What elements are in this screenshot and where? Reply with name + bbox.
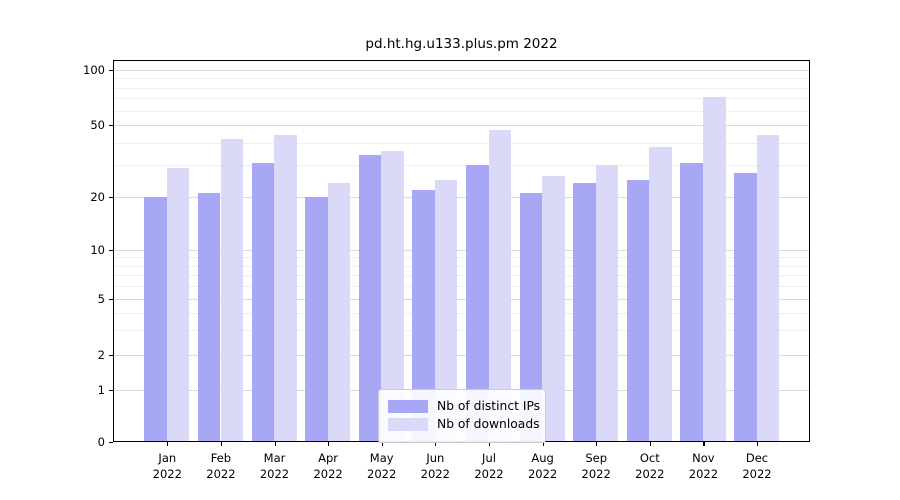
minor-gridline [114,286,809,288]
x-tick-label: Nov 2022 [688,451,719,481]
minor-gridline [114,110,809,112]
x-tick-mark [220,442,223,446]
bar-downloads [274,135,297,442]
x-tick-mark [757,442,759,446]
minor-gridline [114,275,809,277]
y-tick-mark [109,355,113,357]
y-tick-label: 2 [97,348,105,362]
major-gridline [114,355,809,356]
y-tick-mark [109,441,113,443]
minor-gridline [114,330,809,332]
minor-gridline [114,257,809,259]
x-tick-mark [381,442,383,446]
y-tick-mark [109,197,113,199]
x-tick-mark [489,442,491,446]
bar-downloads [595,165,619,442]
legend-swatch-downloads [388,417,428,431]
x-tick-label: Mar 2022 [259,451,290,481]
minor-gridline [114,98,809,100]
bar-downloads [756,135,780,442]
legend-label: Nb of distinct IPs [437,399,541,413]
y-tick-label: 20 [90,190,105,204]
minor-gridline [114,265,809,267]
x-tick-mark [435,442,437,446]
x-tick-label: Aug 2022 [527,451,558,481]
bar-distinct-ips [734,173,757,442]
y-tick-label: 100 [83,63,105,77]
bar-distinct-ips [358,155,382,442]
y-tick-mark [109,299,113,301]
bar-downloads [166,167,190,442]
major-gridline [114,125,809,126]
x-tick-mark [328,442,330,446]
y-tick-label: 0 [97,434,105,449]
legend: Nb of distinct IPs Nb of downloads [378,389,546,443]
x-tick-label: Feb 2022 [206,451,236,481]
minor-gridline [114,312,809,314]
x-tick-mark [167,442,169,446]
legend-item: Nb of downloads [388,417,540,431]
bar-distinct-ips [573,182,596,442]
major-gridline [114,299,809,300]
x-tick-label: Apr 2022 [313,451,343,481]
bar-downloads [327,182,351,442]
x-tick-mark [649,442,651,446]
x-tick-label: May 2022 [367,451,397,481]
bar-distinct-ips [144,197,167,442]
bar-downloads [649,146,672,442]
minor-gridline [114,165,809,167]
bar-distinct-ips [251,162,275,442]
x-tick-label: Sep 2022 [581,451,611,481]
y-tick-mark [109,250,113,252]
bar-distinct-ips [466,165,489,442]
bar-downloads [542,176,565,442]
x-tick-label: Jan 2022 [152,451,182,481]
x-tick-mark [274,442,276,446]
plot-area [113,60,810,442]
major-gridline [114,197,809,198]
bar-distinct-ips [305,197,328,442]
x-tick-mark [703,442,705,446]
legend-swatch-distinct-ips [388,399,428,413]
major-gridline [114,70,809,71]
bar-distinct-ips [626,179,650,442]
y-tick-label: 10 [90,243,105,257]
x-tick-label: Oct 2022 [635,451,665,481]
x-tick-label: Jul 2022 [474,451,504,481]
bar-downloads [381,150,404,442]
y-tick-label: 5 [97,292,105,306]
legend-label: Nb of downloads [437,417,540,431]
y-tick-mark [109,390,113,392]
minor-gridline [114,87,809,89]
bar-distinct-ips [680,162,703,442]
legend-item: Nb of distinct IPs [388,399,540,413]
bar-distinct-ips [197,193,221,442]
x-tick-mark [542,442,544,446]
x-tick-label: Jun 2022 [420,451,450,481]
bar-distinct-ips [412,189,435,442]
y-tick-label: 50 [90,118,105,132]
y-tick-mark [109,125,113,127]
bar-downloads [434,179,458,442]
major-gridline [114,250,809,251]
y-tick-mark [109,70,113,72]
bar-downloads [488,129,512,442]
x-tick-mark [596,442,598,446]
y-tick-label: 1 [97,383,105,397]
chart-title: pd.ht.hg.u133.plus.pm 2022 [365,36,558,52]
bar-downloads [220,138,244,442]
minor-gridline [114,142,809,144]
bar-downloads [703,97,726,442]
minor-gridline [114,78,809,80]
x-tick-label: Dec 2022 [742,451,772,481]
bar-distinct-ips [519,193,543,442]
